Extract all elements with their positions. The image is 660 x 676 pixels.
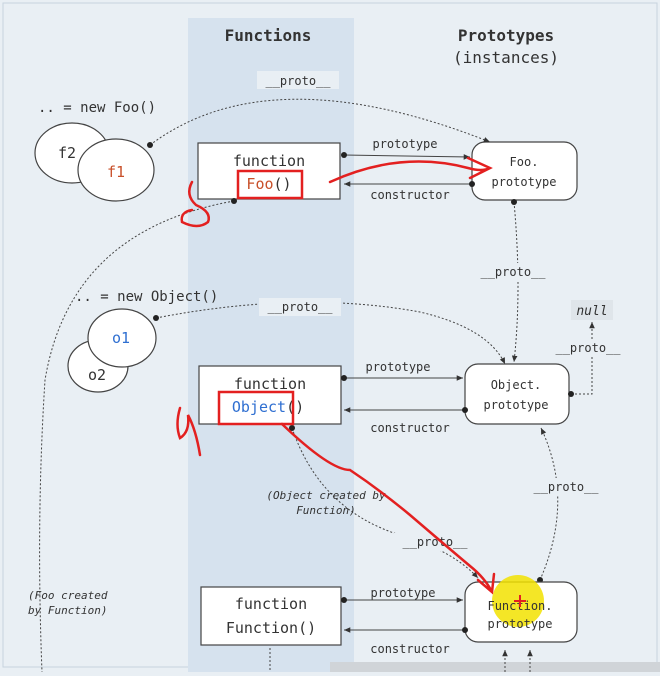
foo-created-note-line2: by Function) [28, 604, 107, 617]
function-prototype-line2: prototype [487, 617, 552, 631]
edge-label-proto: __proto__ [267, 300, 333, 314]
annotation-scribble-object [176, 406, 202, 457]
annotation-box-object [217, 390, 295, 426]
edge-label-constructor: constructor [370, 188, 449, 202]
edge-label-prototype: prototype [365, 360, 430, 374]
edge-label-proto: __proto__ [555, 341, 621, 355]
annotation-scribble-foo [180, 180, 210, 228]
functions-column-title: Functions [225, 26, 312, 45]
object-prototype-line1: Object. [491, 378, 542, 392]
edge-dot [147, 142, 153, 148]
edge-label-prototype: prototype [370, 586, 435, 600]
edge-dot [511, 199, 517, 205]
edge-o1-proto [155, 301, 506, 365]
annotation-arrow-foo [328, 156, 493, 184]
edge-object-proto [291, 427, 479, 579]
instance-f1-label: f1 [107, 163, 125, 181]
edge-dot [153, 315, 159, 321]
edge-dot [289, 425, 295, 431]
edge-label-proto: __proto__ [480, 265, 546, 279]
object-created-note-line1: (Object created by [266, 489, 386, 502]
null-label: null [576, 304, 607, 319]
edge-label-bg [394, 533, 476, 551]
edge-label-bg [525, 478, 607, 496]
function-object-box [198, 365, 342, 425]
object-prototype-line2: prototype [483, 398, 548, 412]
functions-column-band [188, 18, 354, 672]
edge-label-prototype: prototype [372, 137, 437, 151]
function-function-name: Function() [226, 619, 316, 637]
function-function-box [200, 586, 342, 646]
edge-dot [469, 181, 475, 187]
function-object-name: Object() [232, 398, 304, 416]
new-foo-expression: .. = new Foo() [38, 100, 156, 116]
edge-label-bg [257, 71, 339, 89]
edge-dot [341, 375, 347, 381]
function-foo-keyword: function [233, 152, 305, 170]
function-foo-name: Foo() [246, 175, 291, 193]
edge-dot [568, 391, 574, 397]
edge-label-bg [472, 263, 554, 281]
edge-dot [462, 627, 468, 633]
edge-dot [231, 198, 237, 204]
edge-label-proto: __proto__ [402, 535, 468, 549]
annotation-arrow-object [280, 422, 496, 595]
edge-label-bg [259, 298, 341, 316]
edge-label-constructor: constructor [370, 421, 449, 435]
instance-f1 [77, 138, 155, 202]
prototypes-column-title: Prototypes [458, 26, 554, 45]
null-box [571, 300, 613, 320]
foo-prototype-line2: prototype [491, 175, 556, 189]
edge-dot [341, 597, 347, 603]
foo-created-note-line1: (Foo created [28, 589, 108, 602]
edge-dot [462, 407, 468, 413]
object-prototype-box [464, 363, 570, 425]
foo-prototype-line1: Foo. [510, 155, 539, 169]
annotation-box-foo [236, 169, 304, 200]
edge-foo-prototype [343, 154, 471, 160]
edge-fooproto-proto [511, 201, 519, 363]
new-object-expression: .. = new Object() [75, 289, 218, 305]
crosshair-cursor [514, 595, 526, 607]
edge-dot [341, 152, 347, 158]
prototypes-column-subtitle: (instances) [453, 48, 559, 67]
edge-label-proto: __proto__ [533, 480, 599, 494]
function-function-keyword: function [235, 595, 307, 613]
instance-o1 [87, 308, 157, 368]
edge-label-bg [548, 339, 630, 357]
foo-prototype-box [471, 141, 578, 201]
edge-label-constructor: constructor [370, 642, 449, 656]
edge-foo-proto [39, 200, 235, 673]
function-object-keyword: function [234, 375, 306, 393]
instance-f2-label: f2 [58, 144, 76, 162]
edge-funcproto-proto [539, 427, 559, 581]
bottom-scrollbar[interactable] [330, 662, 660, 672]
object-created-note-line2: Function) [296, 504, 356, 517]
instance-o2-label: o2 [88, 366, 106, 384]
edge-label-proto: __proto__ [265, 74, 331, 88]
instance-o1-label: o1 [112, 329, 130, 347]
